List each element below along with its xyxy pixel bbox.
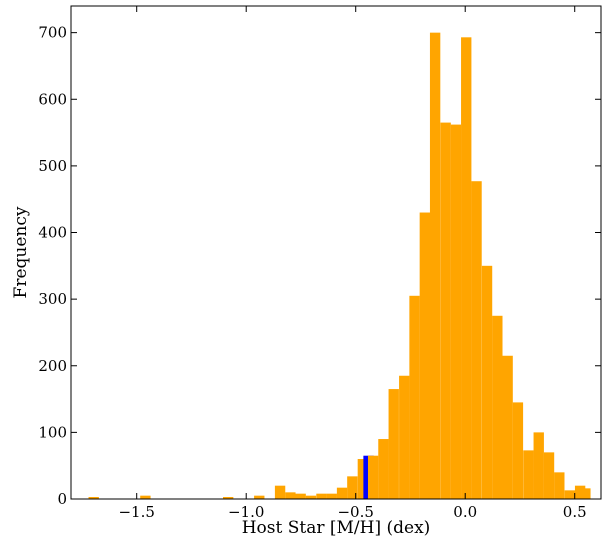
histogram-bar-9 [326, 493, 337, 499]
histogram-bar-10 [336, 487, 348, 499]
histogram-bar-3 [254, 495, 265, 499]
y-axis-label: Frequency [11, 206, 31, 298]
x-axis-ticks: −1.5 −1.0 −0.5 0.0 0.5 [118, 6, 587, 521]
histogram-bars [88, 32, 591, 500]
y-tick-label-2: 200 [38, 357, 67, 375]
histogram-bar-23 [461, 37, 472, 500]
histogram-bar-14 [367, 455, 379, 499]
histogram-bar-32 [554, 472, 565, 499]
histogram-bar-6 [295, 493, 306, 499]
histogram-bar-24 [471, 181, 482, 499]
histogram-bar-22 [450, 124, 462, 499]
histogram-bar-15 [378, 439, 389, 499]
histogram-bar-16 [388, 389, 399, 499]
histogram-bar-5 [285, 492, 296, 499]
histogram-bar-1 [140, 495, 151, 499]
x-tick-label-2: −0.5 [337, 503, 373, 521]
y-axis-ticks: 0 100 200 300 400 500 600 700 [38, 24, 601, 508]
histogram-bar-8 [316, 493, 327, 499]
histogram-bar-0 [88, 497, 99, 499]
histogram-bar-25 [481, 265, 493, 499]
histogram-bar-11 [347, 476, 358, 499]
y-tick-label-1: 100 [38, 423, 67, 441]
y-tick-label-5: 500 [38, 157, 67, 175]
histogram-bar-2 [222, 497, 234, 499]
histogram-bar-27 [502, 355, 513, 499]
histogram-bar-7 [305, 495, 317, 499]
histogram-bar-4 [274, 485, 286, 499]
x-axis-label: Host Star [M/H] (dex) [242, 518, 431, 538]
y-tick-label-7: 700 [38, 24, 67, 42]
y-tick-label-4: 400 [38, 224, 67, 242]
histogram-bar-35 [580, 488, 591, 499]
histogram-bar-33 [564, 490, 575, 499]
y-tick-label-6: 600 [38, 90, 67, 108]
histogram-bar-12 [357, 459, 369, 499]
x-tick-label-4: 0.5 [563, 503, 587, 521]
x-tick-label-1: −1.0 [228, 503, 264, 521]
plot-frame [70, 5, 602, 500]
histogram-bar-30 [533, 432, 544, 499]
histogram-bar-20 [429, 32, 441, 500]
histogram-bar-34 [574, 485, 586, 499]
histogram-bar-21 [440, 122, 451, 499]
x-tick-label-3: 0.0 [453, 503, 477, 521]
histogram-bar-28 [512, 402, 524, 499]
histogram-bar-19 [419, 212, 431, 499]
y-tick-label-3: 300 [38, 290, 67, 308]
histogram-bar-26 [492, 315, 503, 499]
histogram-bar-29 [523, 450, 534, 499]
x-tick-label-0: −1.5 [118, 503, 154, 521]
y-tick-label-0: 0 [57, 490, 67, 508]
histogram-bar-31 [543, 452, 555, 499]
histogram-bar-18 [409, 295, 420, 499]
histogram-bar-17 [399, 375, 410, 499]
